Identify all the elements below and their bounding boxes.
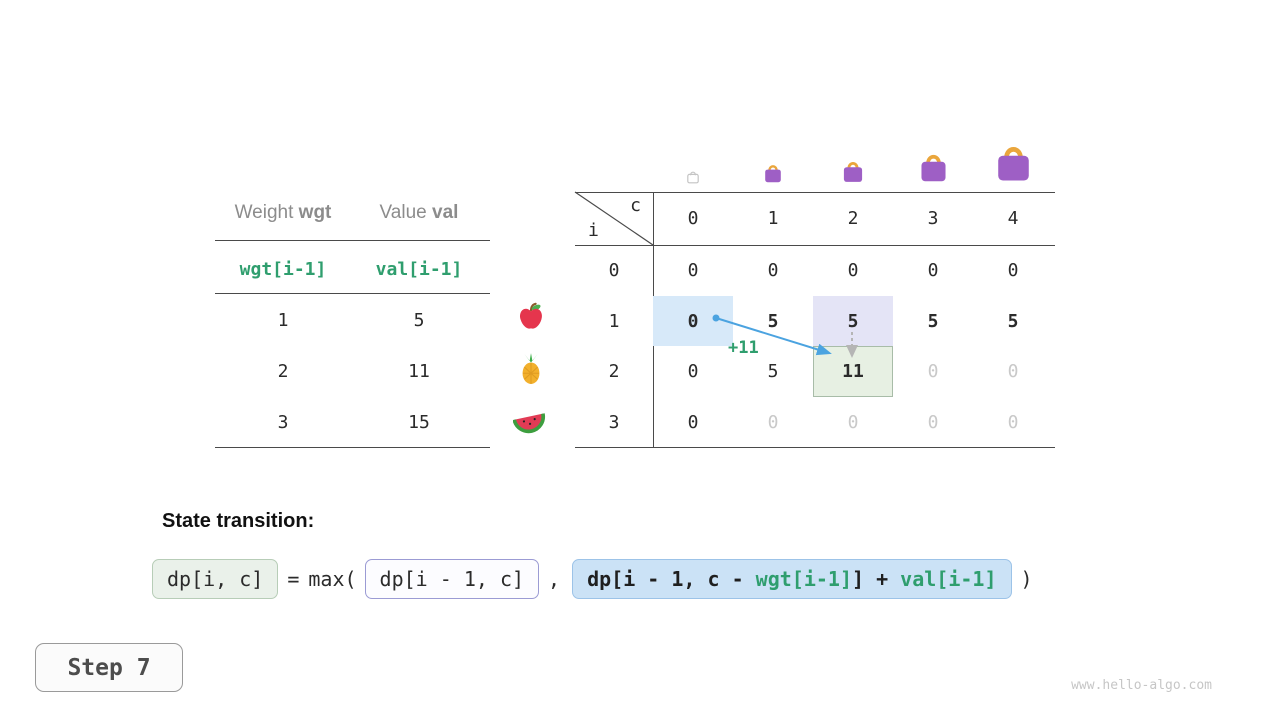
value-added-annotation: +11 — [728, 338, 759, 358]
apple-icon — [514, 299, 548, 333]
bag-icon-size-2 — [813, 116, 893, 184]
dp-col-header: 0 — [687, 208, 699, 229]
state-transition-title: State transition: — [162, 510, 315, 532]
item-row-value: 5 — [413, 310, 425, 331]
formula-lhs-box: dp[i, c] — [152, 559, 279, 599]
item-row-value: 15 — [408, 412, 430, 433]
dp-cell-0-2: 0 — [847, 260, 859, 281]
corner-row-label: i — [588, 220, 599, 241]
dp-cell-3-4: 0 — [1007, 411, 1019, 433]
items-table-line-mid — [215, 293, 490, 294]
items-table-line-top — [215, 240, 490, 241]
dp-col-headers: 0 1 2 3 4 — [653, 192, 1053, 245]
dp-cell-3-3: 0 — [927, 411, 939, 433]
dp-row-headers: 0 1 2 3 — [575, 245, 653, 447]
bag-icon-size-3 — [893, 116, 973, 184]
items-table-line-bottom — [215, 447, 490, 448]
dp-cell-0-4: 0 — [1007, 260, 1019, 281]
dp-table-line-top — [575, 192, 1055, 193]
items-index-wgt: wgt[i-1] — [239, 259, 327, 280]
dp-cell-3-2: 0 — [847, 411, 859, 433]
corner-col-label: c — [630, 195, 641, 216]
dp-row-header: 0 — [608, 260, 620, 281]
pineapple-icon — [514, 352, 548, 386]
dp-col-header: 4 — [1007, 208, 1019, 229]
formula-comma: , — [548, 567, 561, 591]
dp-cell-3-0: 0 — [687, 411, 699, 433]
dp-cell-2-3: 0 — [927, 361, 939, 382]
arg2-wgt-accent: wgt[i-1] — [755, 567, 852, 591]
item-row-weight: 2 — [277, 361, 289, 382]
dp-cell-0-1: 0 — [767, 260, 779, 281]
dp-grid: 0 0 0 0 0 0 5 5 5 5 0 5 11 0 0 0 0 0 0 0 — [653, 245, 1053, 447]
dp-cell-3-1: 0 — [767, 411, 779, 433]
item-row-weight: 1 — [277, 310, 289, 331]
dp-cell-2-0: 0 — [687, 361, 699, 382]
watermark: www.hello-algo.com — [1071, 678, 1212, 693]
arg2-part: ] + — [852, 567, 901, 591]
item-row-weight: 3 — [277, 412, 289, 433]
dp-cell-0-3: 0 — [927, 260, 939, 281]
items-header-weight: Weight wgt — [234, 202, 332, 223]
arg2-part: dp[i - 1, c - — [587, 567, 756, 591]
dp-cell-1-2-highlight-above: 5 — [813, 296, 893, 346]
state-transition-formula: dp[i, c] = max( dp[i - 1, c] , dp[i - 1,… — [152, 559, 1033, 599]
arg2-val-accent: val[i-1] — [900, 567, 997, 591]
dp-table-line-header — [575, 245, 1055, 246]
dp-cell-0-0: 0 — [687, 260, 699, 281]
formula-arg2-box: dp[i - 1, c - wgt[i-1]] + val[i-1] — [572, 559, 1012, 599]
dp-cell-2-4: 0 — [1007, 361, 1019, 382]
step-button[interactable]: Step 7 — [35, 643, 183, 692]
formula-equals: = — [287, 567, 300, 591]
dp-col-header: 2 — [847, 208, 859, 229]
dp-corner-cell: c i — [575, 192, 653, 245]
bag-icon-size-1 — [733, 116, 813, 184]
items-index-val: val[i-1] — [375, 259, 463, 280]
dp-row-header: 1 — [608, 310, 620, 332]
dp-col-header: 1 — [767, 208, 779, 229]
dp-cell-2-2-current: 11 — [813, 346, 893, 397]
dp-cell-1-4: 5 — [1007, 310, 1019, 332]
formula-close-paren: ) — [1020, 567, 1033, 591]
dp-cell-2-1: 5 — [767, 361, 779, 382]
formula-arg1-box: dp[i - 1, c] — [364, 559, 540, 599]
items-header-value: Value val — [379, 202, 459, 223]
dp-cell-1-0-highlight-source: 0 — [653, 296, 733, 346]
capacity-icons-row — [653, 116, 1053, 184]
dp-cell-1-3: 5 — [927, 310, 939, 332]
bag-icon-empty — [653, 116, 733, 184]
dp-col-header: 3 — [927, 208, 939, 229]
bag-icon-size-4 — [973, 116, 1053, 184]
item-row-value: 11 — [408, 361, 430, 382]
dp-row-header: 2 — [608, 361, 620, 382]
dp-row-header: 3 — [608, 411, 620, 433]
watermelon-icon — [512, 406, 546, 440]
dp-table-line-bottom — [575, 447, 1055, 448]
formula-max-open: max( — [308, 567, 357, 591]
